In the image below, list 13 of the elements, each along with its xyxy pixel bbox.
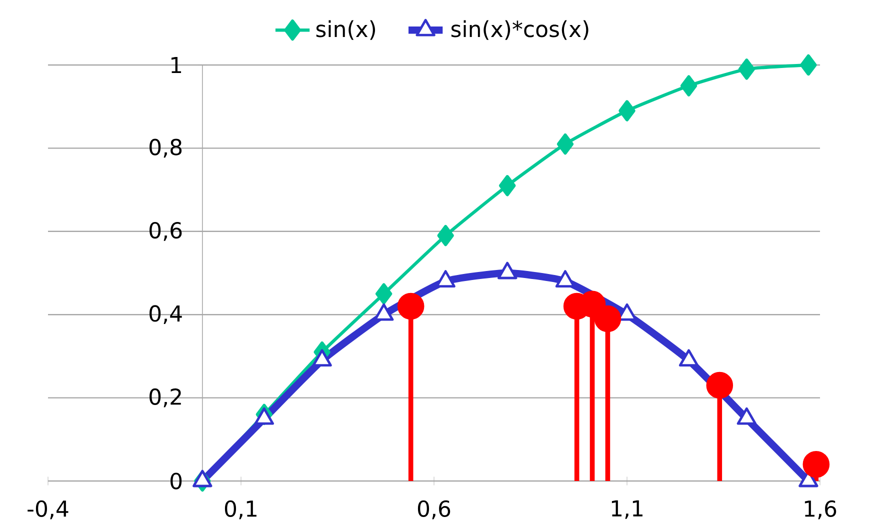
y-tick-label: 0,2	[150, 388, 181, 408]
legend-label: sin(x)*cos(x)	[451, 20, 588, 40]
x-tick-label: 1,6	[804, 500, 836, 520]
y-tick-label: 0,6	[150, 222, 182, 241]
x-tick-label: 1,1	[612, 500, 642, 519]
y-tick-label: 1	[171, 56, 182, 74]
y-tick-label: 0,8	[150, 138, 182, 158]
legend-label: sin(x)	[316, 20, 376, 40]
y-tick-label: 0,4	[150, 305, 182, 324]
x-tick-label: -0,4	[28, 500, 68, 520]
y-tick-label: 0	[170, 472, 182, 490]
x-tick-label: 0,1	[224, 500, 256, 520]
x-tick-label: 0,6	[418, 500, 450, 520]
